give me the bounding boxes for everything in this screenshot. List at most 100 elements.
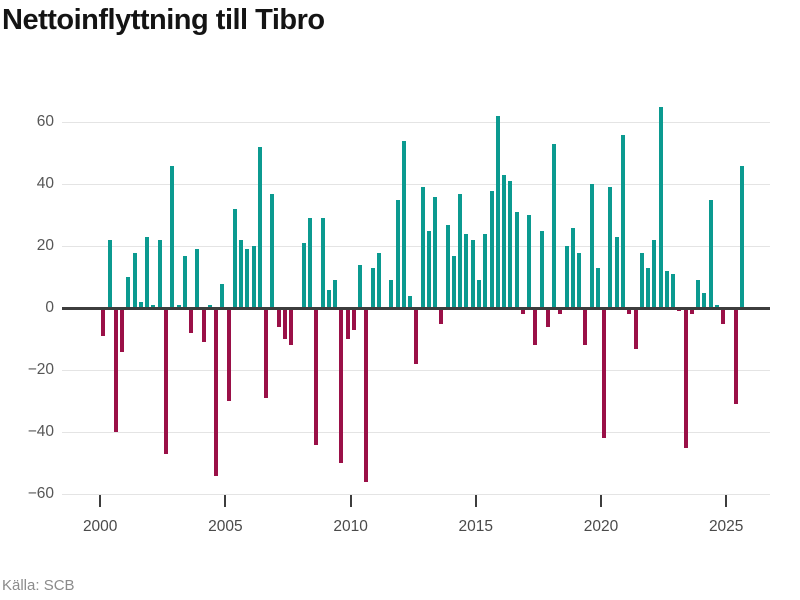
bar-2013-q1	[426, 230, 431, 309]
bar-2005-q2	[232, 209, 237, 309]
bar-2014-q2	[458, 193, 463, 309]
bar-2014-q4	[470, 240, 475, 309]
x-axis-tick-2005	[224, 495, 227, 507]
bar-2002-q4	[170, 165, 175, 309]
bar-2022-q1	[652, 240, 657, 309]
bar-2004-q4	[220, 283, 225, 309]
bar-2010-q3	[364, 308, 369, 482]
bar-2006-q4	[270, 193, 275, 309]
bar-2009-q1	[326, 289, 331, 309]
bar-2006-q1	[251, 246, 256, 309]
bar-2001-q1	[126, 277, 131, 309]
y-axis-label-20: 20	[36, 237, 54, 255]
bar-2021-q3	[639, 252, 644, 309]
bar-2018-q3	[564, 246, 569, 309]
bar-2016-q4	[520, 308, 525, 315]
bar-2007-q2	[282, 308, 287, 340]
bar-2016-q3	[514, 212, 519, 309]
bar-2003-q4	[195, 249, 200, 309]
bar-2023-q2	[683, 308, 688, 448]
bar-2016-q1	[502, 175, 507, 309]
bar-2002-q1	[151, 305, 156, 309]
bar-2024-q1	[702, 292, 707, 309]
bar-2000-q2	[107, 240, 112, 309]
x-axis-tick-2010	[349, 495, 352, 507]
bar-2014-q1	[451, 255, 456, 309]
bar-2000-q3	[113, 308, 118, 433]
bar-2007-q3	[289, 308, 294, 346]
bar-2011-q1	[376, 252, 381, 309]
bar-2017-q3	[539, 230, 544, 309]
bar-2017-q4	[545, 308, 550, 327]
bar-2020-q1	[602, 308, 607, 439]
bar-2004-q1	[201, 308, 206, 343]
bar-2001-q3	[138, 302, 143, 309]
bar-2018-q2	[558, 308, 563, 315]
bar-2009-q4	[345, 308, 350, 340]
x-axis-label-2000: 2000	[82, 518, 118, 535]
bar-2006-q3	[264, 308, 269, 399]
bar-2024-q3	[714, 305, 719, 309]
gridline-60	[62, 121, 770, 123]
bar-2010-q1	[351, 308, 356, 330]
bar-2024-q4	[721, 308, 726, 324]
bar-2005-q1	[226, 308, 231, 402]
bar-2019-q1	[577, 252, 582, 309]
gridline--20	[62, 369, 770, 371]
chart-title: Nettoinflyttning till Tibro	[2, 4, 325, 36]
bar-2009-q3	[339, 308, 344, 464]
x-axis-label-2005: 2005	[208, 518, 243, 535]
x-axis-tick-2020	[600, 495, 602, 507]
bar-2005-q4	[245, 249, 250, 309]
bar-2015-q4	[495, 116, 500, 309]
bar-2000-q4	[120, 308, 125, 352]
bar-2013-q3	[439, 308, 444, 324]
y-axis-label--60: −60	[27, 485, 54, 503]
gridline--40	[62, 431, 770, 433]
gridline-20	[62, 245, 770, 247]
bar-2000-q1	[101, 308, 106, 337]
bar-2012-q2	[408, 295, 413, 309]
bar-2020-q2	[608, 187, 613, 309]
x-axis-tick-2025	[725, 495, 728, 507]
bar-2021-q4	[646, 268, 651, 309]
bar-2023-q4	[696, 280, 701, 309]
bar-2023-q3	[689, 308, 694, 315]
x-axis-label-2015: 2015	[458, 518, 494, 535]
bar-2018-q4	[570, 227, 575, 309]
gridline--60	[62, 493, 770, 495]
bar-2003-q1	[176, 305, 181, 309]
zero-axis-line	[62, 307, 770, 310]
bar-2020-q4	[620, 134, 625, 309]
bar-2025-q2	[733, 308, 738, 405]
x-axis-tick-2000	[99, 495, 102, 507]
bar-2015-q2	[483, 233, 488, 309]
bar-2003-q3	[189, 308, 194, 334]
bar-2001-q2	[132, 252, 137, 309]
bar-2002-q3	[164, 308, 168, 454]
bar-2004-q3	[214, 308, 219, 476]
bar-2015-q3	[489, 190, 494, 309]
bar-2010-q2	[358, 264, 363, 309]
bar-2019-q2	[583, 308, 588, 346]
bar-2003-q2	[182, 255, 187, 309]
bar-2021-q1	[627, 308, 632, 315]
bar-2013-q4	[445, 224, 450, 309]
bar-2017-q1	[527, 215, 532, 309]
x-axis-label-2025: 2025	[708, 518, 744, 535]
x-axis-tick-2015	[474, 495, 477, 507]
bar-2012-q1	[401, 141, 406, 309]
bar-2012-q4	[420, 187, 425, 309]
bar-2014-q3	[464, 233, 469, 309]
x-axis-label-2010: 2010	[333, 518, 368, 535]
bar-2008-q3	[314, 308, 319, 445]
source-label: Källa: SCB	[2, 577, 75, 594]
bar-2016-q2	[508, 181, 513, 309]
bar-2024-q2	[708, 199, 713, 309]
bar-2004-q2	[207, 305, 212, 309]
bar-2006-q2	[257, 147, 262, 309]
bar-2010-q4	[370, 268, 375, 309]
bar-2008-q1	[301, 243, 306, 309]
